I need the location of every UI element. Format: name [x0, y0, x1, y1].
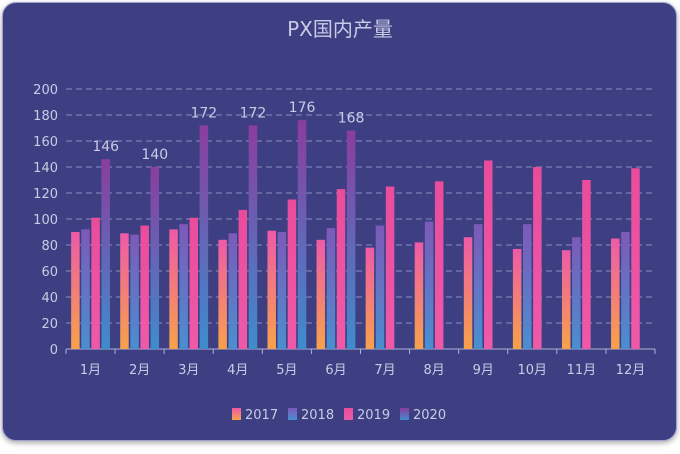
bar-2019-3	[189, 217, 199, 349]
bar-2018-3	[179, 224, 188, 349]
bar-2018-11	[572, 237, 581, 349]
bar-2018-9	[473, 224, 483, 349]
bar-2017-10	[512, 248, 522, 349]
bar-2017-7	[365, 247, 375, 349]
bar-2017-3	[169, 229, 178, 349]
bar-2018-8	[424, 221, 434, 349]
y-tick-label: 60	[41, 265, 58, 280]
data-label: 172	[240, 105, 267, 121]
bar-2020-3	[199, 125, 209, 350]
data-label: 172	[190, 105, 217, 121]
bar-2020-1	[101, 159, 110, 349]
y-axis: 0 20 40 60 80 100 120 140 160 180 200	[33, 83, 58, 358]
bar-2018-5	[277, 232, 287, 349]
bar-2018-7	[375, 225, 385, 349]
y-tick-label: 0	[50, 343, 58, 358]
bar-2019-5	[287, 199, 297, 349]
x-axis: 1月 2月 3月 4月 5月 6月 7月 8月 9月 10月 11月 12月	[65, 349, 656, 378]
bar-2018-4	[228, 233, 237, 349]
bar-2020-6	[346, 130, 356, 349]
x-tick-label: 2月	[129, 363, 150, 378]
bar-2017-9	[463, 237, 473, 349]
bar-2020-2	[150, 167, 160, 349]
data-labels: 146 140 172 172 176 168	[92, 100, 364, 163]
bar-2017-4	[218, 239, 227, 349]
y-tick-label: 80	[41, 239, 58, 254]
y-tick-label: 20	[41, 317, 58, 332]
grid-lines	[66, 88, 655, 350]
bar-2017-8	[414, 242, 424, 349]
bar-2018-1	[81, 229, 90, 349]
bar-2017-5	[267, 230, 276, 349]
y-tick-label: 180	[33, 109, 58, 124]
bar-2020-5	[297, 120, 307, 349]
y-tick-label: 140	[33, 161, 58, 176]
bar-2019-12	[631, 168, 640, 349]
y-tick-label: 100	[33, 213, 58, 228]
bar-2018-6	[326, 228, 336, 349]
x-tick-label: 4月	[227, 363, 248, 378]
bar-2019-11	[582, 180, 591, 349]
bar-2019-7	[385, 186, 395, 349]
bar-2017-12	[611, 238, 620, 349]
data-label: 168	[338, 111, 365, 127]
legend-swatch-2018	[288, 408, 297, 420]
bar-2017-6	[316, 239, 326, 349]
bar-2019-8	[434, 181, 444, 349]
legend-label-2019: 2019	[357, 408, 390, 423]
x-tick-label: 12月	[616, 363, 646, 378]
legend-label-2018: 2018	[301, 408, 334, 423]
bar-2019-1	[91, 217, 100, 349]
legend-label-2017: 2017	[245, 408, 278, 423]
bar-2019-9	[484, 160, 493, 349]
chart-card: PX国内产量 0 20 40 60 80 100 120 140 160 180 200 146 14…	[2, 2, 677, 441]
bar-2018-10	[522, 224, 532, 349]
x-tick-label: 5月	[276, 363, 297, 378]
bar-series	[71, 120, 640, 350]
x-tick-label: 6月	[325, 363, 346, 378]
legend-swatch-2017	[232, 408, 241, 420]
data-label: 176	[289, 100, 316, 116]
x-tick-label: 11月	[567, 363, 597, 378]
x-tick-label: 9月	[473, 363, 494, 378]
bar-2019-6	[336, 189, 346, 349]
bar-2019-4	[238, 209, 248, 349]
x-tick-label: 10月	[518, 363, 548, 378]
y-tick-label: 40	[41, 291, 58, 306]
x-tick-label: 3月	[178, 363, 199, 378]
x-tick-label: 8月	[423, 363, 444, 378]
x-tick-label: 7月	[374, 363, 395, 378]
bar-2017-11	[561, 250, 571, 349]
legend-label-2020: 2020	[413, 408, 446, 423]
y-tick-label: 160	[33, 135, 58, 150]
legend: 2017 2018 2019 2020	[232, 408, 446, 423]
x-tick-label: 1月	[80, 363, 101, 378]
bar-2020-4	[248, 125, 258, 350]
legend-swatch-2020	[400, 408, 409, 420]
chart-title: PX国内产量	[287, 17, 393, 41]
y-tick-label: 120	[33, 187, 58, 202]
bar-2018-12	[621, 232, 630, 349]
y-tick-label: 200	[33, 83, 58, 98]
data-label: 146	[92, 139, 119, 155]
bar-2017-1	[71, 232, 80, 349]
bar-2019-10	[533, 167, 542, 349]
legend-swatch-2019	[344, 408, 353, 420]
data-label: 140	[141, 147, 168, 163]
bar-2018-2	[130, 234, 139, 349]
bar-2017-2	[120, 233, 129, 349]
bar-2019-2	[140, 225, 149, 349]
